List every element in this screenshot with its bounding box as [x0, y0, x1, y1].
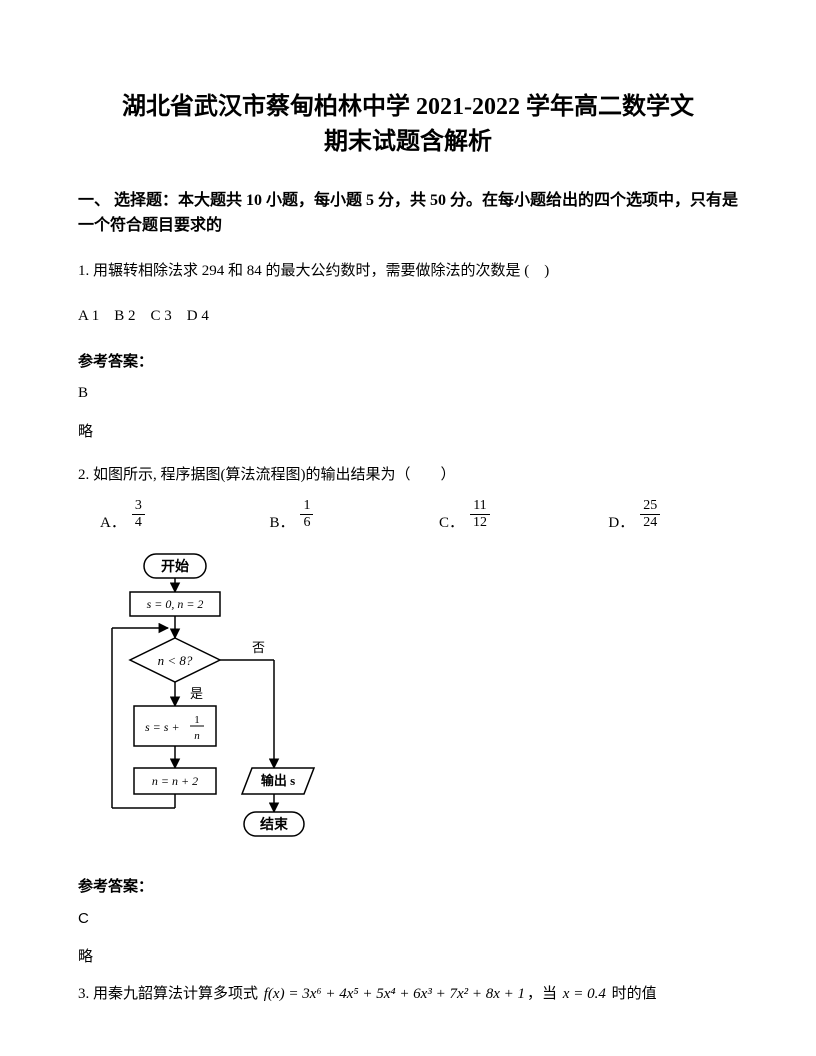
svg-text:s = s +: s = s + [145, 720, 180, 734]
q2-opt-b-label: B． [269, 511, 294, 532]
q2-opt-c-label: C． [439, 511, 464, 532]
q2-opt-c-frac: 11 12 [470, 498, 490, 530]
q2-opt-c-den: 12 [470, 515, 490, 530]
q2-opt-b-num: 1 [300, 498, 313, 514]
q2-opt-a-label: A． [100, 511, 126, 532]
svg-text:开始: 开始 [161, 558, 189, 575]
q1-text: 1. 用辗转相除法求 294 和 84 的最大公约数时，需要做除法的次数是 ( … [78, 259, 738, 285]
q2-options-row: A． 3 4 B． 1 6 C． 11 12 D． 25 24 [78, 498, 738, 532]
q1-options: A 1 B 2 C 3 D 4 [78, 304, 738, 330]
q3-text: 3. 用秦九韶算法计算多项式 f(x) = 3x⁶ + 4x⁵ + 5x⁴ + … [78, 980, 738, 1009]
svg-text:否: 否 [252, 640, 265, 655]
q3-formula: f(x) = 3x⁶ + 4x⁵ + 5x⁴ + 6x³ + 7x² + 8x … [262, 980, 527, 1009]
q2-answer-label: 参考答案： [78, 875, 738, 896]
q2-brief: 略 [78, 945, 738, 966]
svg-text:n < 8?: n < 8? [158, 653, 193, 668]
svg-text:是: 是 [190, 686, 203, 701]
q2-text: 2. 如图所示, 程序据图(算法流程图)的输出结果为（ ） [78, 463, 738, 489]
q2-answer: C [78, 910, 738, 927]
svg-text:结束: 结束 [260, 816, 289, 833]
svg-text:s = 0, n = 2: s = 0, n = 2 [147, 597, 204, 611]
title-line-1: 湖北省武汉市蔡甸柏林中学 2021-2022 学年高二数学文 [122, 94, 694, 120]
svg-text:n = n + 2: n = n + 2 [152, 774, 198, 788]
title-line-2: 期末试题含解析 [324, 129, 492, 155]
q2-opt-c-num: 11 [470, 498, 489, 514]
q2-opt-d-label: D． [608, 511, 634, 532]
q2-flowchart: 开始 s = 0, n = 2 n < 8? 是 否 s = s + 1 n [104, 550, 738, 855]
q2-opt-b-den: 6 [300, 515, 313, 530]
q1-brief: 略 [78, 420, 738, 441]
svg-text:输出 s: 输出 s [261, 773, 295, 788]
q1-answer-label: 参考答案： [78, 350, 738, 371]
q2-opt-a-den: 4 [132, 515, 145, 530]
svg-text:1: 1 [194, 714, 200, 726]
q2-opt-d-num: 25 [640, 498, 660, 514]
page-title: 湖北省武汉市蔡甸柏林中学 2021-2022 学年高二数学文 期末试题含解析 [78, 90, 738, 160]
q3-prefix: 3. 用秦九韶算法计算多项式 [78, 986, 262, 1002]
q2-opt-d-frac: 25 24 [640, 498, 660, 530]
q3-suffix: 时的值 [608, 986, 657, 1002]
q3-mid: ，当 [527, 986, 561, 1002]
section-1-heading: 一、 选择题：本大题共 10 小题，每小题 5 分，共 50 分。在每小题给出的… [78, 188, 738, 239]
q2-opt-d-den: 24 [640, 515, 660, 530]
q2-opt-a-frac: 3 4 [132, 498, 145, 530]
q2-opt-b-frac: 1 6 [300, 498, 313, 530]
flowchart-svg: 开始 s = 0, n = 2 n < 8? 是 否 s = s + 1 n [104, 550, 364, 850]
q3-xval: x = 0.4 [561, 980, 608, 1009]
q1-answer: B [78, 385, 738, 402]
svg-text:n: n [194, 730, 200, 742]
q2-opt-a-num: 3 [132, 498, 145, 514]
